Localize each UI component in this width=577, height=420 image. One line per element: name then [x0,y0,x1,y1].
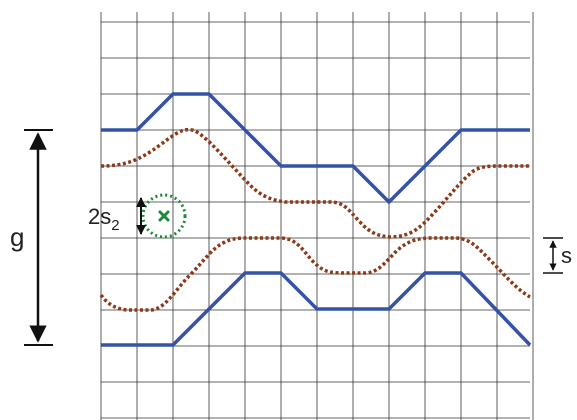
s-label: s [561,243,572,268]
upper-solid-track [101,92,530,205]
g-label: g [10,222,24,252]
marker-group [141,193,187,239]
x-mark-icon [158,210,170,222]
two-s2-dimension: 2s2 [88,197,146,235]
lower-solid-track [101,271,532,347]
lower-dotted-track [99,236,531,312]
s-dimension: s [543,237,572,274]
g-dimension: g [10,129,53,346]
two-s2-label: 2s2 [88,204,120,234]
upper-dotted-track [100,127,530,239]
